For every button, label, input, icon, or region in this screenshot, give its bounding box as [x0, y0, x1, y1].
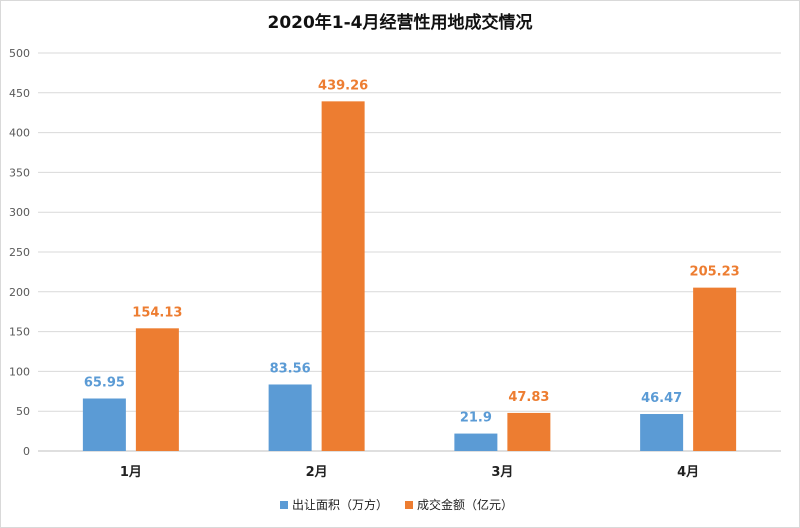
legend-label: 出让面积（万方） — [292, 497, 388, 512]
y-tick-label: 250 — [9, 246, 30, 259]
data-label: 65.95 — [84, 376, 125, 391]
legend: 出让面积（万方） 成交金额（亿元） — [280, 497, 513, 512]
y-tick-label: 100 — [9, 365, 30, 378]
legend-swatch — [280, 501, 288, 509]
data-label: 21.9 — [460, 411, 492, 426]
bar-series-1 — [454, 433, 498, 451]
bar-series-1 — [640, 414, 684, 451]
bar-series-1 — [268, 384, 312, 451]
chart-title: 2020年1-4月经营性用地成交情况 — [267, 12, 532, 33]
y-tick-label: 500 — [9, 47, 30, 60]
data-label: 439.26 — [318, 78, 368, 93]
y-tick-label: 200 — [9, 286, 30, 299]
x-tick-label: 3月 — [491, 465, 513, 480]
y-tick-label: 50 — [16, 405, 30, 418]
y-tick-label: 300 — [9, 206, 30, 219]
bar-series-2 — [507, 412, 551, 451]
y-tick-label: 450 — [9, 87, 30, 100]
y-tick-label: 350 — [9, 166, 30, 179]
legend-swatch — [405, 501, 413, 509]
x-axis-ticks: 1月 2月 3月 4月 — [120, 465, 699, 480]
y-axis-ticks: 0 50 100 150 200 250 300 350 400 450 500 — [9, 47, 30, 458]
data-labels: 65.95 154.13 83.56 439.26 21.9 47.83 46.47 205.… — [84, 78, 740, 425]
x-tick-label: 2月 — [306, 465, 328, 480]
bar-series-2 — [321, 101, 365, 452]
bars — [82, 101, 737, 452]
bar-series-2 — [693, 287, 737, 451]
bar-series-1 — [82, 398, 126, 451]
data-label: 83.56 — [270, 361, 311, 376]
y-tick-label: 0 — [23, 445, 30, 458]
data-label: 154.13 — [132, 305, 182, 320]
legend-label: 成交金额（亿元） — [417, 497, 513, 512]
x-tick-label: 1月 — [120, 465, 142, 480]
data-label: 47.83 — [508, 390, 549, 405]
bar-series-2 — [135, 328, 179, 451]
data-label: 46.47 — [641, 391, 682, 406]
y-tick-label: 150 — [9, 326, 30, 339]
data-label: 205.23 — [690, 265, 740, 280]
x-tick-label: 4月 — [677, 465, 699, 480]
y-tick-label: 400 — [9, 127, 30, 140]
